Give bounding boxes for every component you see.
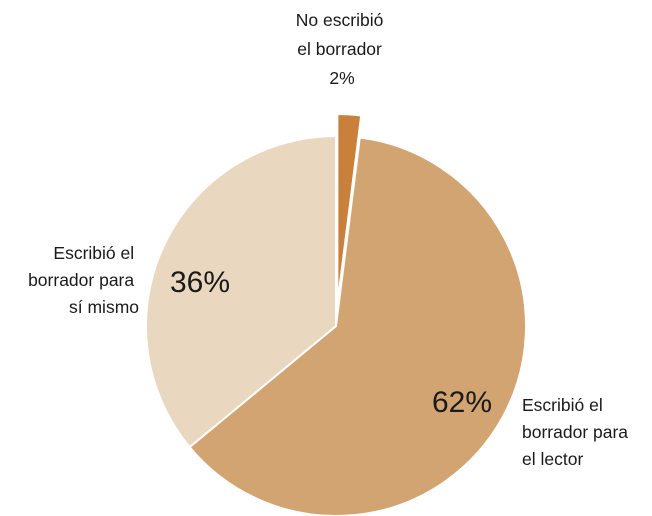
slice-label-si-mismo-line-1: Escribió el [53,243,134,263]
slice-value-label-si-mismo: 36% [170,266,230,299]
slice-label-si-mismo-line-3: sí mismo [69,297,139,317]
slice-value-label-no-escribio: 2% [329,68,354,88]
slice-label-lector-line-1: Escribió el [522,395,603,415]
slice-label-no-escribio-line-2: el borrador [297,39,382,59]
pie-slice-no-escribio [336,113,363,305]
slice-label-lector-line-2: borrador para [522,422,628,442]
slice-label-no-escribio-line-1: No escribió [296,10,384,30]
slice-label-si-mismo: Escribió el borrador para sí mismo [28,243,139,317]
slice-label-lector: Escribió el borrador para el lector [522,395,633,469]
pie-slice-lector [188,136,527,516]
slice-label-no-escribio: No escribió el borrador 2% [296,10,388,88]
pie-slice-si-mismo [145,134,337,449]
slice-value-label-lector: 62% [432,386,492,419]
pie-slices [145,113,527,516]
slice-label-si-mismo-line-2: borrador para [28,270,134,290]
slice-label-lector-line-3: el lector [522,449,583,469]
